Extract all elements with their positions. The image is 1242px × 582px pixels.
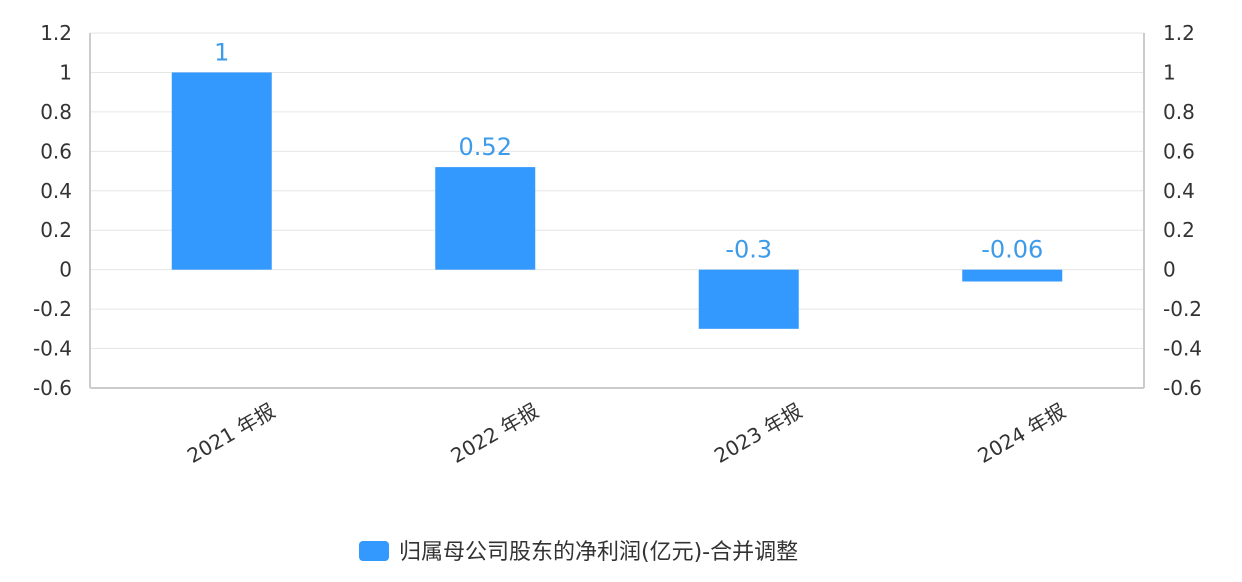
x-tick-label: 2021 年报 (183, 399, 279, 468)
x-tick-label: 2023 年报 (710, 399, 806, 468)
bars (171, 72, 1063, 329)
y-tick-label-left: -0.4 (33, 337, 72, 361)
y-tick-label-right: 1.2 (1163, 21, 1195, 45)
data-label: -0.06 (981, 236, 1043, 264)
legend-swatch[interactable] (359, 541, 389, 561)
y-tick-label-right: -0.2 (1163, 297, 1202, 321)
bar[interactable] (962, 269, 1063, 282)
y-tick-label-left: -0.6 (33, 376, 72, 400)
y-tick-label-left: 0.6 (40, 139, 72, 163)
y-tick-label-right: 1 (1163, 60, 1176, 84)
data-label: -0.3 (725, 236, 772, 264)
y-tick-label-left: 0.2 (40, 218, 72, 242)
x-tick-label: 2024 年报 (974, 399, 1070, 468)
y-tick-label-left: 1.2 (40, 21, 72, 45)
bar[interactable] (171, 72, 272, 270)
y-tick-label-left: 0.4 (40, 179, 72, 203)
bar[interactable] (698, 269, 799, 329)
y-tick-label-right: 0.6 (1163, 139, 1195, 163)
data-label: 1 (214, 38, 229, 66)
x-axis-ticks: 2021 年报 2022 年报 2023 年报 2024 年报 (183, 399, 1070, 468)
y-axis-left-ticks: 1.2 1 0.8 0.6 0.4 0.2 0 -0.2 -0.4 -0.6 (33, 21, 72, 400)
y-tick-label-left: -0.2 (33, 297, 72, 321)
y-tick-label-left: 0 (59, 258, 72, 282)
y-tick-label-right: -0.4 (1163, 337, 1202, 361)
bar[interactable] (435, 167, 536, 270)
y-axis-right-ticks: 1.2 1 0.8 0.6 0.4 0.2 0 -0.2 -0.4 -0.6 (1163, 21, 1202, 400)
y-tick-label-left: 1 (59, 60, 72, 84)
legend[interactable]: 归属母公司股东的净利润(亿元)-合并调整 (359, 540, 798, 565)
y-tick-label-right: 0 (1163, 258, 1176, 282)
y-tick-label-right: 0.4 (1163, 179, 1195, 203)
axes (89, 33, 1145, 389)
y-tick-label-right: 0.2 (1163, 218, 1195, 242)
x-tick-label: 2022 年报 (447, 399, 543, 468)
data-label: 0.52 (459, 133, 512, 161)
y-tick-label-left: 0.8 (40, 100, 72, 124)
legend-label[interactable]: 归属母公司股东的净利润(亿元)-合并调整 (399, 540, 798, 565)
y-tick-label-right: 0.8 (1163, 100, 1195, 124)
y-tick-label-right: -0.6 (1163, 376, 1202, 400)
data-labels: 1 0.52 -0.3 -0.06 (214, 38, 1043, 263)
